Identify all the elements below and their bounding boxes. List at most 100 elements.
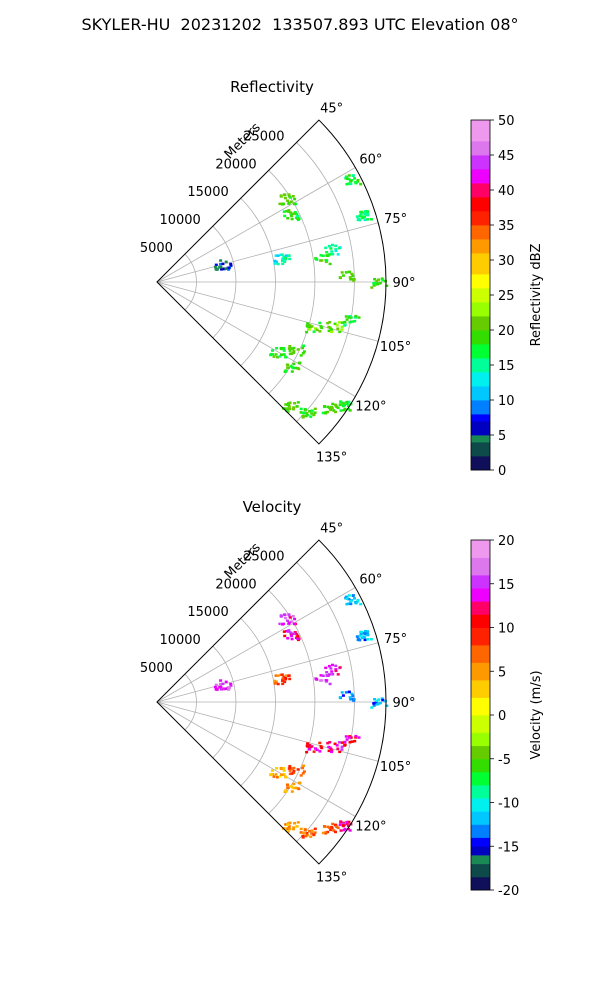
echo-gate <box>356 600 360 603</box>
echo-gate <box>280 253 284 256</box>
echo-gate <box>288 677 292 681</box>
echo-gate <box>224 680 228 684</box>
colorbar-tick-label: 45 <box>498 149 515 164</box>
range-tick-label: 5000 <box>140 241 173 256</box>
echo-gate <box>219 262 222 266</box>
echo-gate <box>310 832 314 835</box>
echo-gate <box>334 410 337 414</box>
echo-cluster <box>342 734 361 747</box>
echo-gate <box>276 254 280 257</box>
echo-gate <box>354 734 358 738</box>
echo-gate <box>305 744 309 748</box>
echo-gate <box>302 764 306 767</box>
echo-gate <box>329 747 333 751</box>
echo-cluster <box>344 594 363 606</box>
echo-gate <box>328 406 332 410</box>
echo-gate <box>275 767 279 770</box>
echo-gate <box>329 667 333 670</box>
azimuth-tick-label: 135° <box>316 451 347 466</box>
colorbar-tick-label: -15 <box>498 840 519 855</box>
echo-gate <box>286 217 290 220</box>
echo-gate <box>324 666 328 670</box>
echo-gate <box>276 776 279 779</box>
echo-gate <box>292 769 296 773</box>
echo-gate <box>345 597 349 600</box>
echo-gate <box>287 630 291 633</box>
echo-gate <box>289 631 293 634</box>
echo-gate <box>334 668 338 671</box>
echo-gate <box>283 214 287 218</box>
echo-gate <box>330 750 333 754</box>
colorbar-band <box>471 435 490 443</box>
reflectivity-panel: Reflectivity 5000 10000 15000 20000 25000 45° 6… <box>140 78 544 479</box>
echo-cluster <box>273 253 292 266</box>
echo-gate <box>350 740 354 743</box>
echo-gate <box>347 736 351 739</box>
echo-gate <box>342 408 346 412</box>
echo-gate <box>313 407 317 411</box>
echo-gate <box>338 276 342 279</box>
echo-gate <box>318 330 322 333</box>
echo-gate <box>288 827 292 831</box>
echo-gate <box>372 282 376 285</box>
echo-gate <box>283 634 287 638</box>
echo-gate <box>373 278 377 281</box>
echo-gate <box>359 182 363 186</box>
echo-gate <box>281 677 285 680</box>
echo-gate <box>360 636 364 640</box>
echo-gate <box>274 254 278 257</box>
echo-gate <box>327 664 331 668</box>
echo-gate <box>306 742 310 745</box>
echo-gate <box>321 411 325 415</box>
echo-gate <box>354 316 358 319</box>
colorbar-tick-label: 25 <box>498 289 515 304</box>
echo-gate <box>229 264 233 267</box>
echo-cluster <box>321 822 340 835</box>
azimuth-gridline <box>156 701 379 762</box>
echo-gate <box>293 197 297 201</box>
echo-gate <box>308 328 311 331</box>
echo-gate <box>351 594 355 597</box>
colorbar-band <box>471 274 490 289</box>
echo-gate <box>363 218 367 222</box>
echo-gate <box>294 786 298 790</box>
echo-gate <box>295 212 299 216</box>
colorbar-band <box>471 456 490 471</box>
echo-gate <box>283 616 287 620</box>
echo-gate <box>305 324 309 328</box>
echo-gate <box>320 746 324 750</box>
echo-gate <box>305 831 309 835</box>
echo-gate <box>366 633 370 637</box>
echo-gate <box>291 827 295 831</box>
echo-gate <box>347 820 351 824</box>
echo-gate <box>330 670 334 673</box>
echo-cluster <box>299 827 317 839</box>
echo-gate <box>334 249 338 253</box>
echo-gate <box>357 736 361 739</box>
colorbar-band <box>471 330 490 345</box>
echo-gate <box>374 281 378 284</box>
echo-gate <box>334 664 338 668</box>
echo-gate <box>331 673 335 676</box>
colorbar-band <box>471 120 490 142</box>
echo-gate <box>224 687 228 690</box>
azimuth-tick-label: 105° <box>380 760 411 775</box>
echo-gate <box>304 834 308 838</box>
colorbar-band <box>471 302 490 317</box>
echo-gate <box>362 635 366 639</box>
echo-cluster <box>314 254 332 266</box>
echo-gate <box>274 680 278 684</box>
echo-gate <box>353 319 357 323</box>
echo-gate <box>356 217 360 220</box>
echo-gate <box>219 265 223 269</box>
echo-gate <box>334 830 337 834</box>
echo-gate <box>305 750 309 754</box>
echo-gate <box>219 259 223 262</box>
echo-gate <box>282 767 286 770</box>
azimuth-gridline <box>156 642 379 703</box>
azimuth-gridline <box>156 222 379 283</box>
echo-gate <box>331 822 335 826</box>
echo-gate <box>341 824 345 827</box>
echo-gate <box>310 325 314 328</box>
azimuth-tick-label: 60° <box>359 573 382 588</box>
